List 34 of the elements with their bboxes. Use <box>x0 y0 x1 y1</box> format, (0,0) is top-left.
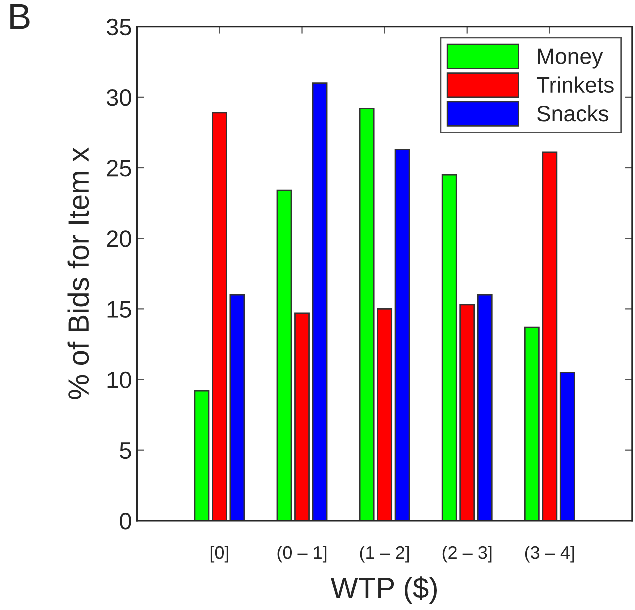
x-tick-label: (2 – 3] <box>442 546 492 563</box>
x-axis-title: WTP ($) <box>330 576 438 604</box>
bar <box>477 294 493 521</box>
y-tick-label: 30 <box>106 89 132 106</box>
y-tick-label: 10 <box>108 372 132 389</box>
bar <box>394 148 410 521</box>
bar <box>460 304 476 521</box>
y-tick-label: 35 <box>106 18 132 36</box>
legend-label: Trinkets <box>536 76 614 94</box>
text: B <box>10 4 30 30</box>
x-tick-label: (0 – 1] <box>278 546 327 563</box>
bar <box>312 82 328 521</box>
bar <box>359 108 375 521</box>
y-tick-label: 5 <box>120 442 132 460</box>
legend-label: Snacks <box>538 105 609 122</box>
bar <box>524 326 540 521</box>
bar <box>442 174 458 521</box>
x-tick-label: [0] <box>210 546 228 563</box>
bar <box>194 390 210 521</box>
x-tick-label: (1 – 2] <box>360 546 410 563</box>
legend-label: Money <box>538 48 604 69</box>
x-tick-label: (3 – 4] <box>525 546 574 563</box>
bar <box>377 308 393 521</box>
y-tick-label: 0 <box>120 513 132 530</box>
y-axis-title: % of Bids for Item x <box>68 148 90 400</box>
bar <box>560 372 576 521</box>
y-tick-label: 20 <box>107 230 132 248</box>
bar <box>230 294 246 521</box>
bar <box>294 312 310 521</box>
y-tick-label: 15 <box>108 301 132 318</box>
bar <box>276 190 292 521</box>
y-tick-label: 25 <box>107 160 132 177</box>
bar <box>542 152 558 521</box>
bar <box>212 112 228 521</box>
